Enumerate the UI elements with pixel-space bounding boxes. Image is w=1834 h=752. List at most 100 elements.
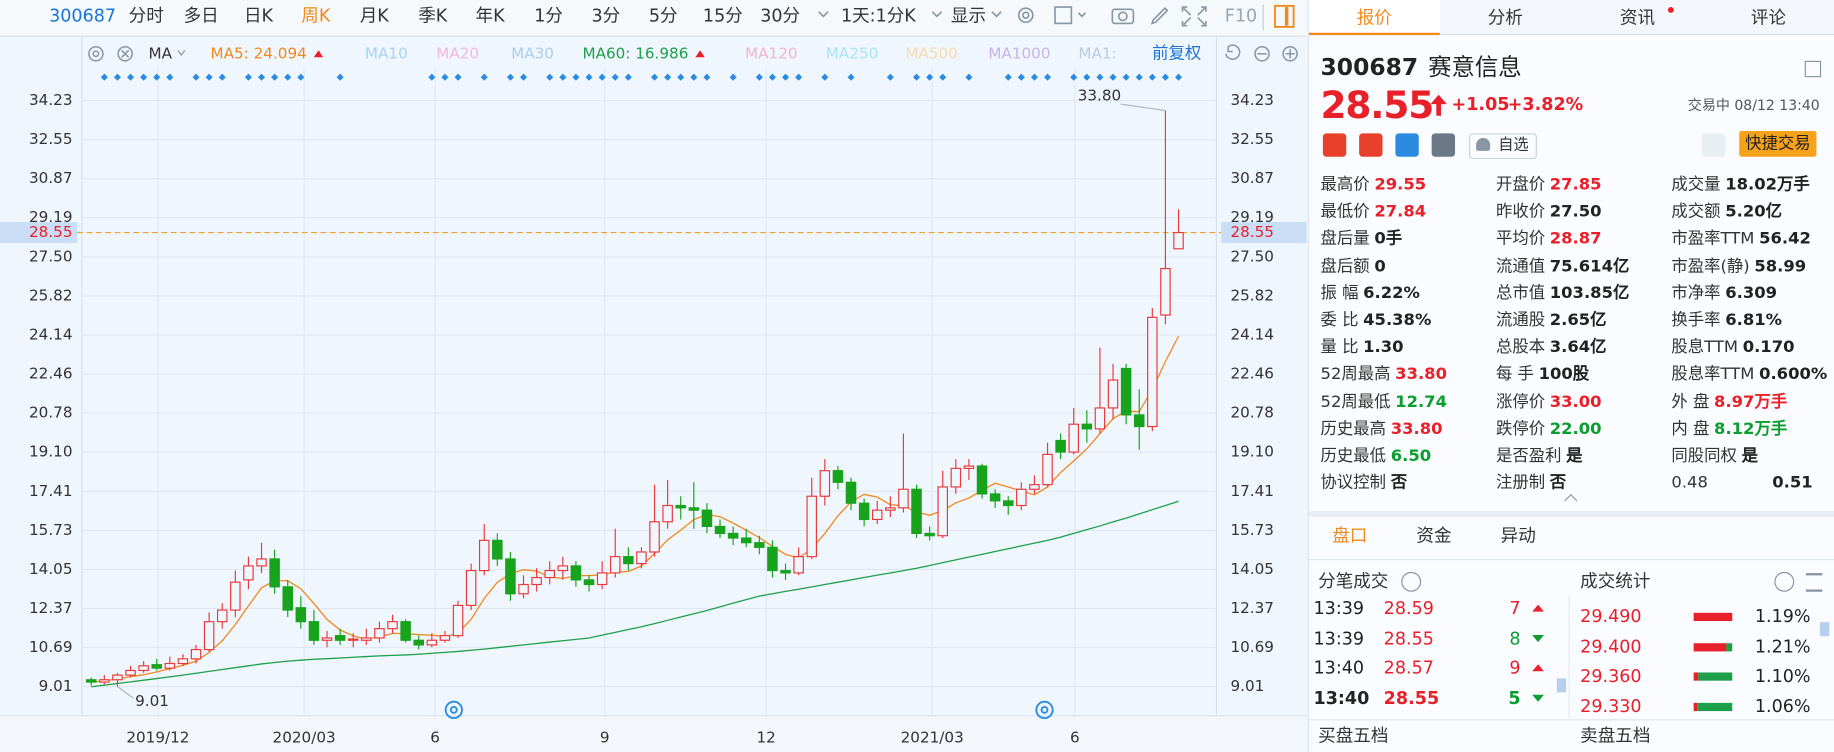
panel-tab[interactable]: 报价 bbox=[1308, 0, 1440, 36]
signal-marker[interactable] bbox=[1135, 73, 1143, 81]
signal-marker[interactable] bbox=[454, 73, 462, 81]
ma-legend-item[interactable]: MA20 bbox=[436, 44, 479, 62]
layout-icon[interactable] bbox=[1273, 4, 1295, 28]
minute-k[interactable]: 1天:1分K bbox=[841, 6, 916, 26]
period-tab[interactable]: 年K bbox=[476, 6, 506, 26]
signal-marker[interactable] bbox=[205, 73, 213, 81]
signal-marker[interactable] bbox=[100, 73, 108, 81]
signal-marker[interactable] bbox=[218, 73, 226, 81]
ma-legend-item[interactable]: MA30 bbox=[511, 44, 554, 62]
period-tab[interactable]: 季K bbox=[418, 6, 448, 26]
ma-legend-item[interactable]: MA120 bbox=[745, 44, 797, 62]
signal-marker[interactable] bbox=[1148, 73, 1156, 81]
period-tab[interactable]: 月K bbox=[360, 6, 390, 26]
signal-marker[interactable] bbox=[768, 73, 776, 81]
period-tab[interactable]: 分时 bbox=[129, 6, 164, 26]
more-icon[interactable] bbox=[1774, 571, 1795, 592]
period-tab[interactable]: 周K bbox=[301, 6, 331, 26]
signal-marker[interactable] bbox=[585, 73, 593, 81]
signal-marker[interactable] bbox=[795, 73, 803, 81]
signal-marker[interactable] bbox=[166, 73, 174, 81]
toolbar-icons[interactable] bbox=[818, 4, 1265, 31]
signal-marker[interactable] bbox=[140, 73, 148, 81]
ma-label[interactable]: MA bbox=[148, 44, 172, 62]
signal-marker[interactable] bbox=[559, 73, 567, 81]
ma-legend-item[interactable]: MA1: bbox=[1078, 44, 1116, 62]
more-chevron[interactable] bbox=[1564, 493, 1578, 508]
signal-marker[interactable] bbox=[1070, 73, 1078, 81]
signal-marker[interactable] bbox=[1017, 73, 1025, 81]
watch-button[interactable]: 自选 bbox=[1469, 133, 1537, 160]
period-tab[interactable]: 30分 bbox=[760, 6, 800, 26]
period-tab[interactable]: 5分 bbox=[649, 6, 678, 26]
signal-marker[interactable] bbox=[821, 73, 829, 81]
signal-marker[interactable] bbox=[913, 73, 921, 81]
bell-icon[interactable] bbox=[1701, 133, 1726, 157]
depth-tab[interactable]: 盘口 bbox=[1332, 525, 1368, 547]
badge-icon[interactable] bbox=[1431, 133, 1456, 157]
signal-marker[interactable] bbox=[546, 73, 554, 81]
signal-marker[interactable] bbox=[729, 73, 737, 81]
collapse-icon[interactable] bbox=[1804, 60, 1822, 78]
signal-marker[interactable] bbox=[441, 73, 449, 81]
ma-legend-item[interactable]: MA60: 16.986 bbox=[582, 44, 688, 62]
badge-icon[interactable] bbox=[1395, 133, 1419, 157]
panel-tab[interactable]: 资讯 bbox=[1619, 7, 1656, 29]
signal-marker[interactable] bbox=[926, 73, 934, 81]
signal-marker[interactable] bbox=[113, 73, 121, 81]
display-menu[interactable]: 显示 bbox=[951, 6, 986, 26]
signal-marker[interactable] bbox=[651, 73, 659, 81]
panel-tab[interactable]: 分析 bbox=[1487, 7, 1523, 29]
signal-marker[interactable] bbox=[572, 73, 580, 81]
signal-marker[interactable] bbox=[965, 73, 973, 81]
ma-legend-item[interactable]: MA1000 bbox=[988, 44, 1050, 62]
period-tab[interactable]: 15分 bbox=[703, 6, 743, 26]
event-icons[interactable] bbox=[444, 700, 1054, 720]
signal-marker[interactable] bbox=[1122, 73, 1130, 81]
signal-marker[interactable] bbox=[1096, 73, 1104, 81]
signal-marker[interactable] bbox=[939, 73, 947, 81]
signal-marker[interactable] bbox=[336, 73, 344, 81]
badge-icon[interactable] bbox=[1322, 133, 1347, 157]
period-tab[interactable]: 1分 bbox=[534, 6, 563, 26]
signal-marker[interactable] bbox=[1109, 73, 1117, 81]
ma-legend-item[interactable]: MA500 bbox=[905, 44, 957, 62]
adjust-button[interactable]: 前复权 bbox=[1152, 43, 1201, 62]
quick-trade-button[interactable]: 快捷交易 bbox=[1739, 130, 1817, 157]
signal-marker[interactable] bbox=[755, 73, 763, 81]
ma-legend-item[interactable]: MA10 bbox=[365, 44, 408, 62]
ma-icons[interactable] bbox=[88, 44, 1298, 62]
signal-marker[interactable] bbox=[428, 73, 436, 81]
signal-marker[interactable] bbox=[258, 73, 266, 81]
list-icon[interactable] bbox=[1805, 573, 1823, 592]
panel-tab[interactable]: 评论 bbox=[1750, 7, 1787, 29]
signal-marker[interactable] bbox=[847, 73, 855, 81]
signal-marker[interactable] bbox=[1004, 73, 1012, 81]
signal-marker[interactable] bbox=[506, 73, 514, 81]
signal-marker[interactable] bbox=[598, 73, 606, 81]
signal-marker[interactable] bbox=[703, 73, 711, 81]
signal-marker[interactable] bbox=[271, 73, 279, 81]
badge-icon[interactable] bbox=[1359, 133, 1383, 157]
help-icon[interactable] bbox=[1401, 571, 1422, 592]
signal-marker[interactable] bbox=[153, 73, 161, 81]
signal-marker[interactable] bbox=[782, 73, 790, 81]
signal-marker[interactable] bbox=[677, 73, 685, 81]
ma-legend-item[interactable]: MA250 bbox=[826, 44, 878, 62]
ma-legend-item[interactable]: MA5: 24.094 bbox=[211, 44, 307, 62]
ma-dropdown[interactable] bbox=[177, 49, 186, 56]
signal-marker[interactable] bbox=[611, 73, 619, 81]
signal-marker[interactable] bbox=[664, 73, 672, 81]
signal-marker[interactable] bbox=[480, 73, 488, 81]
period-tab[interactable]: 日K bbox=[244, 6, 274, 26]
signal-marker[interactable] bbox=[1161, 73, 1169, 81]
signal-marker[interactable] bbox=[886, 73, 894, 81]
depth-tab[interactable]: 资金 bbox=[1416, 525, 1452, 547]
depth-tab[interactable]: 异动 bbox=[1500, 525, 1536, 547]
signal-marker[interactable] bbox=[624, 73, 632, 81]
signal-marker[interactable] bbox=[690, 73, 698, 81]
period-tab[interactable]: 3分 bbox=[592, 6, 621, 26]
period-tab[interactable]: 多日 bbox=[184, 6, 219, 26]
signal-marker[interactable] bbox=[1044, 73, 1052, 81]
f10-button[interactable]: F10 bbox=[1225, 6, 1257, 26]
